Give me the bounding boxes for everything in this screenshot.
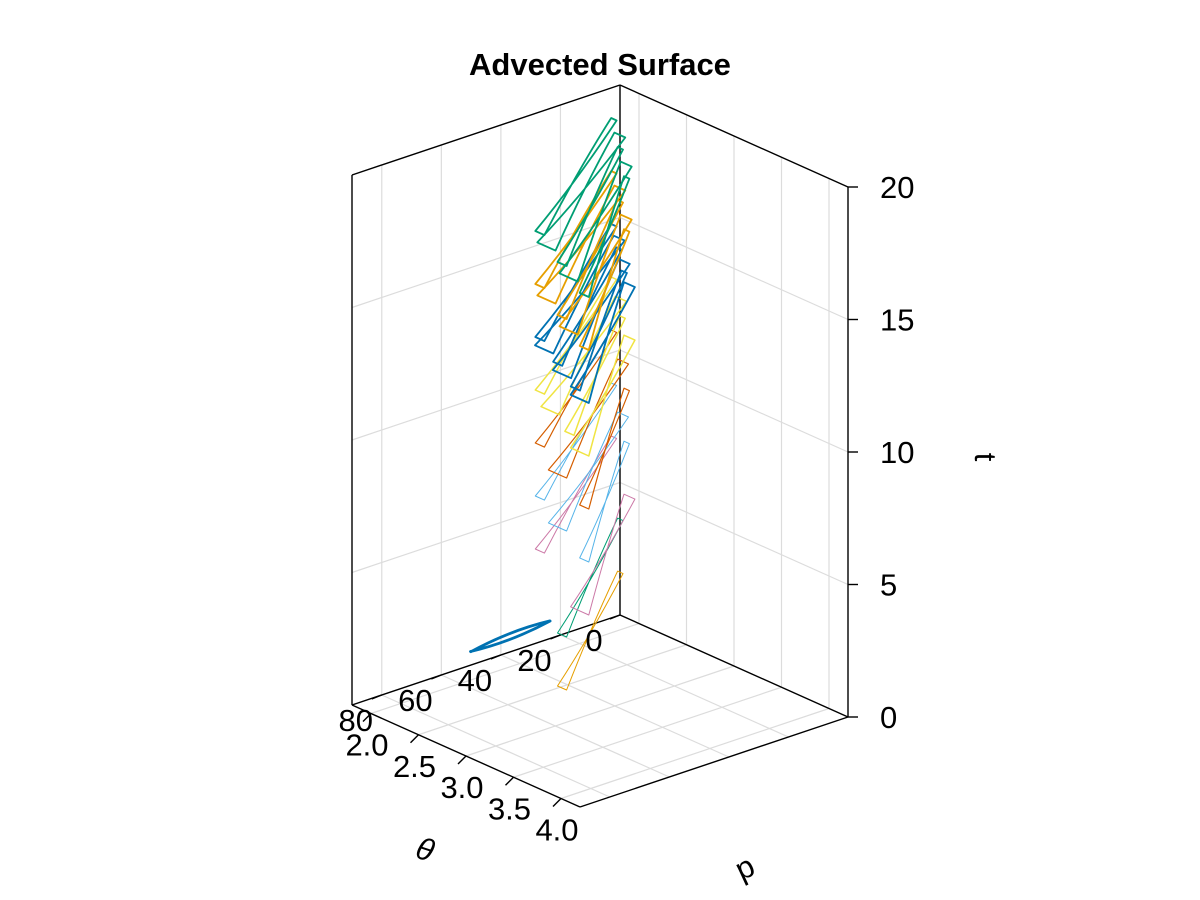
grid-line-p-floor bbox=[370, 622, 640, 715]
y-tick-mark bbox=[457, 755, 467, 765]
trace-loop bbox=[558, 160, 633, 283]
trace-loop bbox=[552, 246, 623, 367]
x-tick-label: 40 bbox=[458, 663, 492, 698]
x-tick-label: 60 bbox=[398, 683, 432, 718]
trace-loop bbox=[469, 619, 552, 654]
frame-edge-floor-front-left bbox=[579, 716, 849, 808]
trace-t-15 bbox=[534, 223, 636, 404]
trace-loop bbox=[558, 213, 633, 336]
trace-loop bbox=[564, 315, 626, 437]
trace-t-13 bbox=[534, 276, 636, 457]
x-tick-mark bbox=[431, 674, 442, 680]
trace-loop bbox=[534, 117, 618, 236]
trace-loop bbox=[536, 184, 627, 305]
trace-loop bbox=[534, 234, 626, 355]
trace-t-11 bbox=[534, 329, 630, 510]
z-axis-label: t bbox=[968, 453, 1003, 462]
y-tick-mark bbox=[410, 734, 419, 744]
trace-loop bbox=[556, 146, 624, 267]
trace-loop bbox=[579, 387, 630, 510]
y-tick-label: 2.5 bbox=[393, 749, 436, 784]
y-tick-label: 2.0 bbox=[345, 728, 388, 763]
trace-loop bbox=[569, 281, 636, 404]
trace-loop bbox=[570, 493, 636, 616]
frame-edge-top-left bbox=[351, 84, 621, 176]
grid-line-t-left-wall bbox=[351, 349, 621, 441]
grid-line-p-floor bbox=[560, 707, 830, 800]
grid-line-p-floor bbox=[465, 665, 735, 757]
grid-line-p-floor bbox=[418, 644, 687, 736]
x-axis-label: θ bbox=[412, 830, 439, 869]
y-tick-mark bbox=[362, 713, 372, 722]
grid-line-t-left-wall bbox=[351, 481, 621, 574]
surface-traces bbox=[469, 117, 636, 691]
z-tick-label: 0 bbox=[880, 700, 897, 735]
chart-title: Advected Surface bbox=[469, 47, 731, 82]
axis-ticks: 0 5 10 15 20 0 20 40 60 802.02.53.03.54.0 bbox=[339, 170, 915, 848]
z-tick-label: 10 bbox=[880, 435, 914, 470]
frame-edge-top-right bbox=[619, 84, 849, 188]
trace-t-3 bbox=[557, 570, 624, 691]
x-tick-label: 20 bbox=[517, 643, 551, 678]
y-axis-label: p bbox=[730, 848, 760, 887]
x-tick-mark bbox=[609, 614, 621, 620]
z-tick-label: 20 bbox=[880, 170, 914, 205]
trace-loop bbox=[569, 269, 628, 392]
frame-edge-floor-back-right bbox=[619, 614, 849, 718]
trace-loop bbox=[536, 131, 627, 252]
trace-loop bbox=[540, 295, 628, 416]
trace-t-17 bbox=[534, 170, 633, 351]
trace-loop bbox=[547, 358, 630, 479]
y-tick-label: 3.5 bbox=[488, 791, 531, 826]
trace-t-19 bbox=[534, 117, 633, 298]
y-tick-mark bbox=[505, 776, 514, 786]
trace-loop bbox=[578, 175, 631, 298]
trace-loop bbox=[579, 440, 630, 563]
z-tick-label: 5 bbox=[880, 568, 897, 603]
y-tick-label: 3.0 bbox=[440, 770, 483, 805]
trace-t-1 bbox=[469, 619, 552, 654]
trace-loop bbox=[547, 411, 629, 532]
grid-line-p-floor bbox=[513, 686, 782, 778]
y-tick-mark bbox=[552, 798, 562, 807]
trace-loop bbox=[534, 170, 618, 289]
trace-loop bbox=[578, 228, 631, 351]
x-tick-mark bbox=[490, 654, 502, 660]
y-tick-label: 4.0 bbox=[535, 813, 578, 848]
x-tick-mark bbox=[550, 634, 561, 640]
trace-loop bbox=[569, 334, 636, 457]
x-tick-label: 80 bbox=[339, 703, 373, 738]
x-tick-label: 0 bbox=[585, 623, 602, 658]
frame-edge-floor-back-left bbox=[351, 614, 621, 706]
trace-loop bbox=[557, 570, 624, 691]
z-tick-label: 15 bbox=[880, 303, 914, 338]
x-tick-mark bbox=[371, 694, 383, 700]
